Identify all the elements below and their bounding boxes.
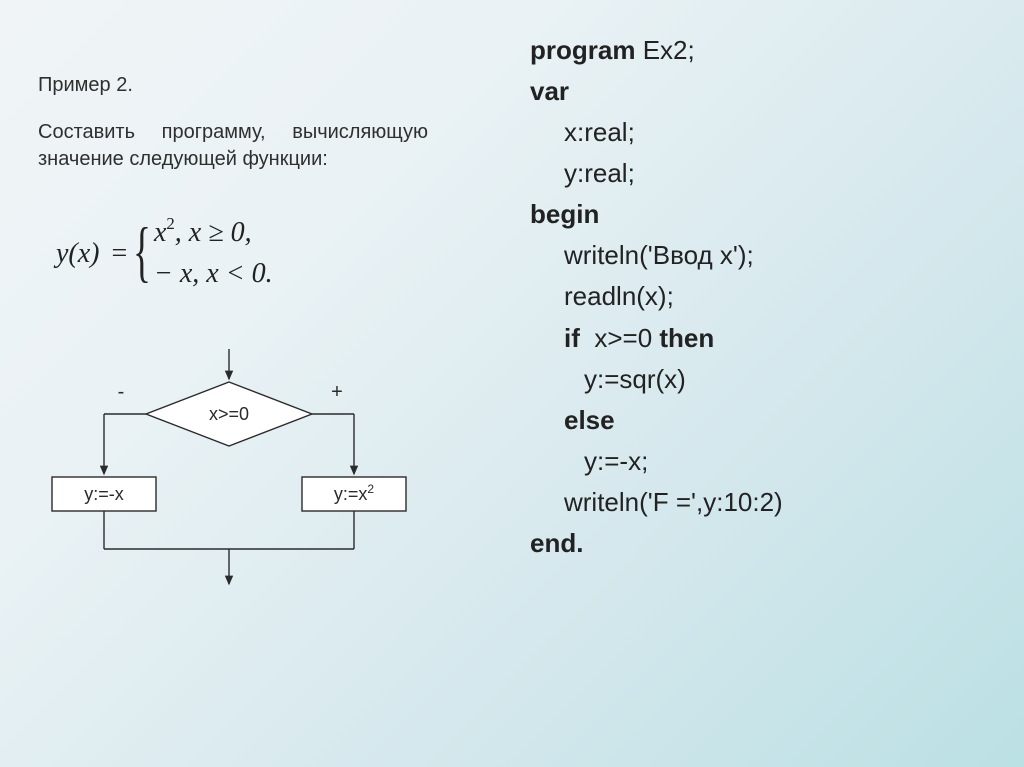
svg-text:y:=-x: y:=-x [84, 484, 124, 504]
formula-lhs: y(x) [56, 238, 100, 270]
formula-brace: { [133, 226, 151, 277]
kw-end: end. [530, 523, 960, 564]
example-heading: Пример 2. [38, 74, 428, 97]
kw-if: if [564, 323, 580, 353]
formula-case1-sup: 2 [166, 214, 174, 233]
kw-then: then [659, 323, 714, 353]
code-l11: y:=-x; [530, 441, 960, 482]
code-l9: y:=sqr(x) [530, 359, 960, 400]
kw-program: program [530, 35, 635, 65]
formula-eq: = [112, 238, 128, 270]
code-l12: writeln('F =',y:10:2) [530, 482, 960, 523]
formula-case1-x: x [154, 217, 166, 248]
code-l4: y:real; [530, 153, 960, 194]
kw-else: else [530, 400, 960, 441]
formula-case2: − x, x < 0. [154, 254, 273, 295]
formula-case1-rest: , x ≥ 0, [175, 217, 252, 248]
svg-text:+: + [331, 381, 343, 403]
kw-var: var [530, 71, 960, 112]
task-text: Составить программу, вычисляющую значени… [38, 119, 428, 173]
kw-begin: begin [530, 194, 960, 235]
code-l7: readln(x); [530, 276, 960, 317]
flowchart: x>=0 - + y:=-x y:=x2 [44, 349, 414, 599]
code-l3: x:real; [530, 112, 960, 153]
svg-text:x>=0: x>=0 [209, 404, 249, 424]
code-l8-mid: x>=0 [580, 323, 660, 353]
code-l1-rest: Ex2; [635, 35, 694, 65]
svg-text:-: - [118, 381, 125, 403]
formula: y(x) = { x2, x ≥ 0, − x, x < 0. [56, 213, 428, 294]
code-l6: writeln('Ввод x'); [530, 235, 960, 276]
formula-cases: x2, x ≥ 0, − x, x < 0. [154, 213, 273, 294]
code-listing: program Ex2; var x:real; y:real; begin w… [530, 30, 960, 564]
